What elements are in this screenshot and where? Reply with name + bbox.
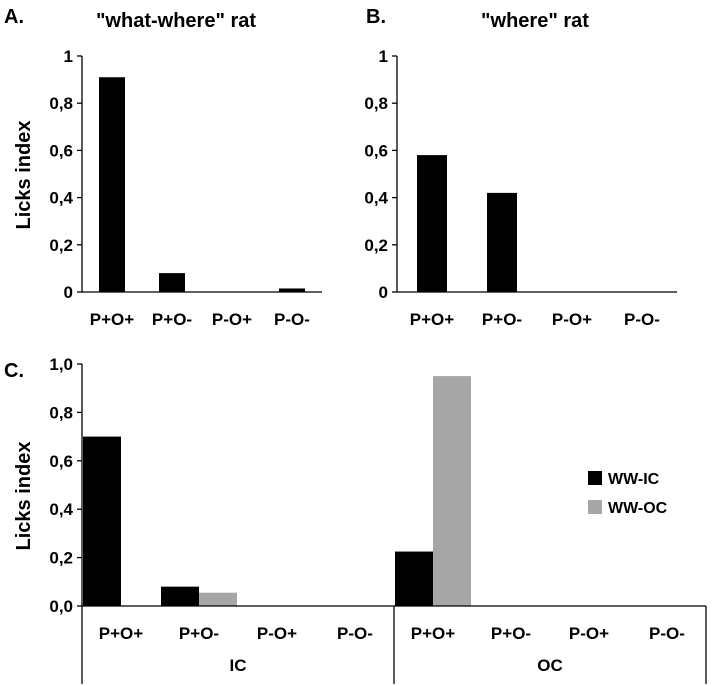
panel-c-x-tick-label: P-O- <box>649 624 685 643</box>
panel-b-x-tick-label: P+O- <box>482 310 522 329</box>
panel-c-axes: 0,0 0,2 0,4 0,6 0,8 1,0 P+O+ P+O- P-O+ P-O- P+O+ P+… <box>49 355 707 684</box>
panel-c-legend-label: WW-OC <box>608 500 668 517</box>
panel-c-x-tick-label: P-O+ <box>569 624 609 643</box>
panel-c-bar-ww-oc <box>433 376 471 606</box>
panel-a-y-tick-label: 0,8 <box>49 94 73 113</box>
panel-c-bar-ww-ic <box>395 551 433 606</box>
panel-a-x-tick-label: P-O- <box>274 310 310 329</box>
panel-b-y-tick-label: 0,6 <box>364 141 388 160</box>
panel-c-x-tick-label: P+O+ <box>99 624 143 643</box>
panel-c-x-tick-label: P-O- <box>337 624 373 643</box>
panel-a-y-tick-label: 0,4 <box>49 189 73 208</box>
panel-a-bar <box>159 273 185 292</box>
panel-b-x-tick-label: P-O+ <box>552 310 592 329</box>
panel-a-y-axis-label: Licks index <box>13 121 35 230</box>
panel-a-x-tick-label: P+O+ <box>90 310 134 329</box>
panel-c-y-tick-label: 0,0 <box>49 597 73 616</box>
panel-b-bar <box>417 155 447 292</box>
panel-c-y-axis-label: Licks index <box>13 442 35 551</box>
panel-c-bar-ww-ic <box>83 436 121 606</box>
panel-a-y-tick-label: 0 <box>64 283 73 302</box>
panel-c-bar-ww-oc <box>199 592 237 606</box>
panel-a-y-tick-label: 0,2 <box>49 236 73 255</box>
panel-c-y-tick-label: 0,6 <box>49 452 73 471</box>
panel-c-legend-swatch <box>588 500 602 514</box>
panel-b-axes: 0 0,2 0,4 0,6 0,8 1 P+O+ P+O- P-O+ P-O- <box>364 47 677 329</box>
panel-c-y-tick-label: 1,0 <box>49 355 73 374</box>
panel-a-title: "what-where" rat <box>96 10 256 32</box>
panel-c-x-tick-label: P+O+ <box>411 624 455 643</box>
panel-a-x-tick-label: P-O+ <box>212 310 252 329</box>
panel-c-group-label: IC <box>230 656 247 675</box>
panel-c-y-tick-label: 0,4 <box>49 500 73 519</box>
panel-a-axes: 0 0,2 0,4 0,6 0,8 1 P+O+ P+O- P-O+ P-O- <box>49 47 322 329</box>
panel-c-group-label: OC <box>537 656 563 675</box>
panel-b-y-tick-label: 0,2 <box>364 236 388 255</box>
panel-c-bars <box>83 376 471 606</box>
panel-c-label: C. <box>4 360 24 382</box>
panel-c-y-tick-label: 0,2 <box>49 549 73 568</box>
panel-c-legend-swatch <box>588 471 602 485</box>
panel-b-chart: B. "where" rat 0 0,2 0,4 0,6 0,8 1 P+O+ P+O- P-O… <box>364 6 677 329</box>
panel-c-x-tick-label: P-O+ <box>257 624 297 643</box>
panel-a-y-tick-label: 0,6 <box>49 141 73 160</box>
panel-b-y-tick-label: 0 <box>379 283 388 302</box>
panel-b-x-tick-label: P-O- <box>624 310 660 329</box>
panel-b-bars <box>417 155 517 292</box>
panel-a-y-tick-label: 1 <box>64 47 73 66</box>
panel-b-y-tick-label: 1 <box>379 47 388 66</box>
panel-b-label: B. <box>366 6 386 28</box>
panel-b-bar <box>487 192 517 292</box>
panel-a-bars <box>99 77 305 293</box>
panel-b-y-tick-label: 0,8 <box>364 94 388 113</box>
panel-b-title: "where" rat <box>481 10 589 32</box>
panel-c-x-tick-label: P+O- <box>491 624 531 643</box>
panel-a-bar <box>279 288 305 292</box>
panel-c-legend-label: WW-IC <box>608 471 660 488</box>
panel-b-y-tick-label: 0,4 <box>364 189 388 208</box>
panel-c-x-tick-label: P+O- <box>179 624 219 643</box>
panel-a-bar <box>99 77 125 293</box>
panel-c-y-tick-label: 0,8 <box>49 403 73 422</box>
panel-c-legend: WW-IC WW-OC <box>588 471 668 517</box>
panel-a-chart: A. "what-where" rat Licks index 00,20,40… <box>4 6 322 329</box>
panel-a-x-tick-label: P+O- <box>152 310 192 329</box>
panel-b-x-tick-label: P+O+ <box>410 310 454 329</box>
panel-a-label: A. <box>4 6 24 28</box>
panel-c-chart: C. Licks index 0,0 0,2 0,4 0,6 0,8 1,0 P+O+ P+O… <box>4 355 707 684</box>
panel-c-bar-ww-ic <box>161 586 199 606</box>
